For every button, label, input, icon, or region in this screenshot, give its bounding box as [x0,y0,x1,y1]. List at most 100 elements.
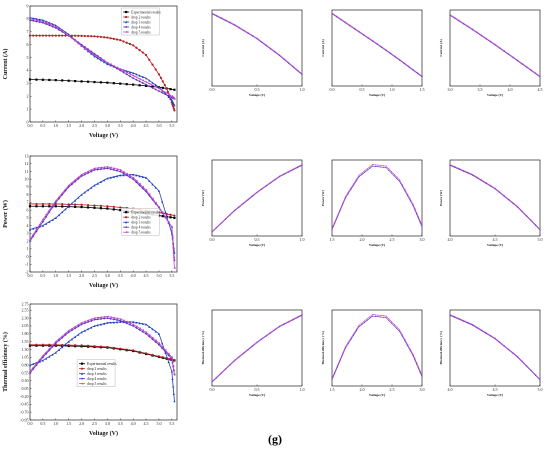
data-point [154,201,157,204]
data-point [74,327,77,330]
data-point [157,189,161,192]
data-point [93,184,96,187]
data-point [489,334,492,336]
data-point [67,340,70,343]
data-point [154,85,157,88]
series-line [331,314,423,379]
data-point [220,372,222,374]
data-point [462,22,465,24]
data-point [109,176,112,179]
data-point [54,34,57,37]
data-point [340,19,342,21]
x-tick-label: 3.5 [118,273,123,278]
data-point [54,216,57,219]
data-point [331,229,333,231]
y-tick-label: 2.75 [22,301,29,306]
data-point [476,177,478,179]
data-point [173,373,176,376]
data-point [83,171,86,175]
data-point [103,315,106,319]
data-point [83,34,86,38]
x-tick-label: 3.0 [448,87,453,92]
data-point [242,352,245,354]
data-point [144,188,148,192]
chart-power-zoom-1: 0.0 0.5 1.0 Voltage (V) Power (W) [198,156,308,248]
y-tick-label: 4 [27,68,29,73]
data-point [138,80,141,83]
data-point [398,59,401,61]
data-point [358,31,360,33]
data-point [287,171,290,173]
data-point [169,216,172,219]
data-point [115,318,119,322]
data-point [90,51,93,54]
data-point [229,22,231,24]
x-tick-label: 0.0 [210,387,215,392]
data-point [530,219,532,221]
data-point [28,78,32,81]
data-point [344,345,347,348]
data-point [350,337,352,339]
y-tick-label: 2 [27,238,29,243]
data-point [512,352,514,354]
data-point [90,35,93,38]
data-point [119,319,122,322]
data-point [138,74,141,77]
data-point [125,71,128,74]
data-point [96,55,99,59]
y-axis-label: Power (W) [201,190,205,206]
data-point [112,82,115,85]
data-point [173,267,176,270]
data-point [41,20,44,23]
data-point [367,37,369,39]
data-point [278,325,281,327]
data-point [358,176,360,178]
y-tick-label: 1.80 [22,331,29,336]
data-point [138,327,141,330]
data-point [507,348,510,350]
data-point [233,23,236,26]
x-tick-label: 5.0 [156,123,161,128]
y-tick-label: 3 [27,81,29,86]
data-point [61,346,64,349]
data-point [173,214,176,217]
data-point [516,205,519,207]
data-point [90,186,93,189]
x-tick-label: 5.0 [156,421,161,426]
data-point [74,39,77,42]
data-point [64,34,67,37]
data-point [172,246,175,249]
data-point [412,353,414,355]
data-point [157,332,161,335]
data-point [51,25,54,28]
data-point [498,47,501,49]
data-point [74,205,77,208]
y-tick-label: -0.20 [20,394,28,399]
data-point [467,172,469,174]
data-point [57,213,61,217]
data-point [74,203,77,206]
data-point [141,175,144,178]
data-point [274,178,276,180]
data-point [269,182,272,184]
data-point [154,68,157,71]
legend-entry: drop 5 results [131,30,151,34]
data-point [485,38,487,40]
data-point [498,341,501,343]
data-point [404,188,406,191]
data-point [172,256,175,259]
x-tick-label: 3.5 [118,421,123,426]
data-point [45,222,48,225]
data-point [119,68,122,71]
x-tick-label: 3.0 [105,273,110,278]
series-line [211,13,303,75]
data-point [462,319,465,322]
data-point [421,76,423,78]
data-point [367,36,369,38]
y-tick-label: 13 [25,153,29,158]
data-point [86,171,90,175]
x-tick-label: 2.5 [92,123,97,128]
plot-frame [29,155,178,273]
legend-entry: drop 5 results [131,231,151,235]
data-point [369,316,371,318]
